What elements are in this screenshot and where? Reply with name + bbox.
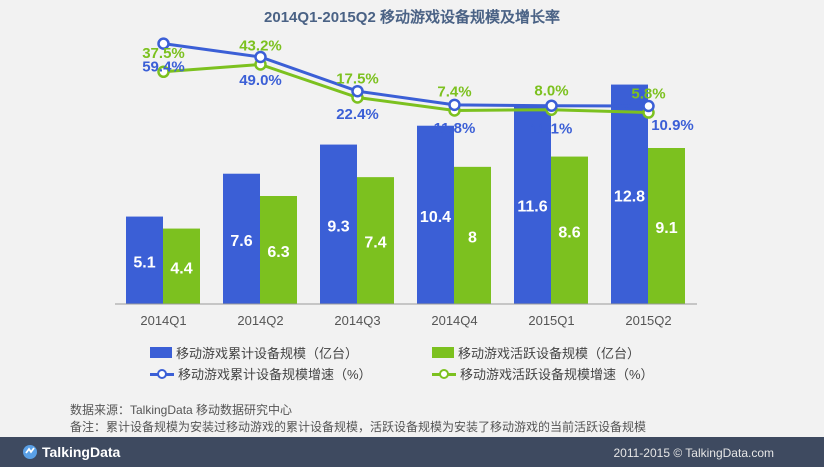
- footer-brand: TalkingData: [42, 444, 121, 460]
- point-cumulative-2014Q4: [448, 98, 461, 112]
- line-label-active-2014Q3: 17.5%: [336, 71, 379, 88]
- bar-cumulative-2014Q1: [126, 216, 163, 304]
- line-label-cumulative-2014Q4: 11.8%: [434, 120, 476, 137]
- bar-label-active-2014Q4: 8: [468, 229, 477, 246]
- point-cumulative-2014Q3: [351, 84, 364, 98]
- footer-bar: TalkingData 2011-2015 © TalkingData.com: [0, 437, 824, 467]
- bar-label-active-2015Q1: 8.6: [558, 224, 580, 241]
- bar-active-2014Q1: [163, 228, 200, 304]
- line-label-cumulative-2015Q1: 11.1%: [531, 121, 573, 138]
- bar-active-2015Q1: [551, 156, 588, 304]
- x-tick-label-2014Q1: 2014Q1: [140, 313, 186, 328]
- bar-label-active-2014Q3: 7.4: [364, 235, 386, 252]
- footer-copyright: 2011-2015 © TalkingData.com: [613, 446, 775, 460]
- line-label-cumulative-2014Q1: 59.4%: [142, 59, 185, 76]
- chart-title: 2014Q1-2015Q2 移动游戏设备规模及增长率: [264, 9, 560, 26]
- remark-note: 备注：累计设备规模为安装过移动游戏的累计设备规模，活跃设备规模为安装了移动游戏的…: [70, 420, 647, 434]
- line-label-cumulative-2015Q2: 10.9%: [651, 117, 694, 134]
- x-tick-label-2015Q1: 2015Q1: [528, 313, 574, 328]
- line-label-active-2014Q2: 43.2%: [239, 37, 282, 54]
- legend-item-active-bar: 移动游戏活跃设备规模（亿台）: [432, 343, 640, 362]
- legend-item-active-line: 移动游戏活跃设备规模增速（%）: [432, 364, 654, 383]
- x-tick-label-2014Q2: 2014Q2: [237, 313, 283, 328]
- bar-label-cumulative-2014Q4: 10.4: [420, 209, 451, 226]
- point-cumulative-2015Q2: [642, 99, 655, 113]
- source-note: 数据来源：TalkingData 移动数据研究中心: [70, 403, 293, 417]
- x-tick-label-2014Q3: 2014Q3: [334, 313, 380, 328]
- point-cumulative-2014Q2: [254, 50, 267, 64]
- legend-swatch-cumulative-bar: [150, 347, 172, 358]
- bar-active-2014Q4: [454, 166, 491, 304]
- line-label-cumulative-2014Q3: 22.4%: [336, 106, 379, 123]
- bar-cumulative-2014Q2: [223, 173, 260, 304]
- bar-cumulative-2014Q4: [417, 125, 454, 304]
- line-active: [163, 62, 649, 115]
- line-cumulative: [163, 42, 649, 108]
- talkingdata-logo-icon: [23, 445, 37, 459]
- bar-active-2014Q3: [357, 177, 394, 304]
- bar-label-active-2015Q2: 9.1: [655, 220, 677, 237]
- bar-label-cumulative-2014Q1: 5.1: [133, 254, 155, 271]
- bar-active-2014Q2: [260, 196, 297, 304]
- legend-label-cumulative-line: 移动游戏累计设备规模增速（%）: [178, 367, 372, 382]
- line-label-active-2014Q1: 37.5%: [142, 45, 185, 62]
- point-cumulative-2014Q1: [157, 37, 170, 50]
- legend-label-active-bar: 移动游戏活跃设备规模（亿台）: [458, 346, 641, 361]
- bar-label-cumulative-2014Q2: 7.6: [230, 233, 252, 250]
- bar-active-2015Q2: [648, 148, 685, 304]
- bar-label-cumulative-2015Q1: 11.6: [517, 199, 547, 216]
- bar-label-cumulative-2015Q2: 12.8: [614, 188, 645, 205]
- bar-label-active-2014Q2: 6.3: [267, 244, 289, 261]
- line-label-active-2014Q4: 7.4%: [437, 83, 471, 100]
- x-tick-label-2014Q4: 2014Q4: [431, 313, 477, 328]
- bar-cumulative-2014Q3: [320, 144, 357, 304]
- bar-cumulative-2015Q2: [611, 84, 648, 304]
- point-cumulative-2015Q1: [545, 99, 558, 112]
- line-label-active-2015Q1: 8.0%: [534, 83, 568, 100]
- legend-label-cumulative-bar: 移动游戏累计设备规模（亿台）: [176, 346, 359, 361]
- x-tick-label-2015Q2: 2015Q2: [625, 313, 671, 328]
- legend-item-cumulative-line: 移动游戏累计设备规模增速（%）: [150, 364, 372, 383]
- legend-swatch-cumulative-line: [150, 368, 174, 380]
- bar-label-cumulative-2014Q3: 9.3: [327, 218, 349, 235]
- legend-item-cumulative-bar: 移动游戏累计设备规模（亿台）: [150, 343, 358, 362]
- legend-swatch-active-line: [432, 368, 456, 380]
- line-label-cumulative-2014Q2: 49.0%: [239, 72, 282, 89]
- bar-cumulative-2015Q1: [514, 105, 551, 305]
- line-label-active-2015Q2: 5.8%: [631, 86, 665, 103]
- point-active-2014Q1: [157, 65, 170, 79]
- legend-swatch-active-bar: [432, 347, 454, 358]
- bar-label-active-2014Q1: 4.4: [170, 260, 192, 277]
- legend-label-active-line: 移动游戏活跃设备规模增速（%）: [460, 367, 654, 382]
